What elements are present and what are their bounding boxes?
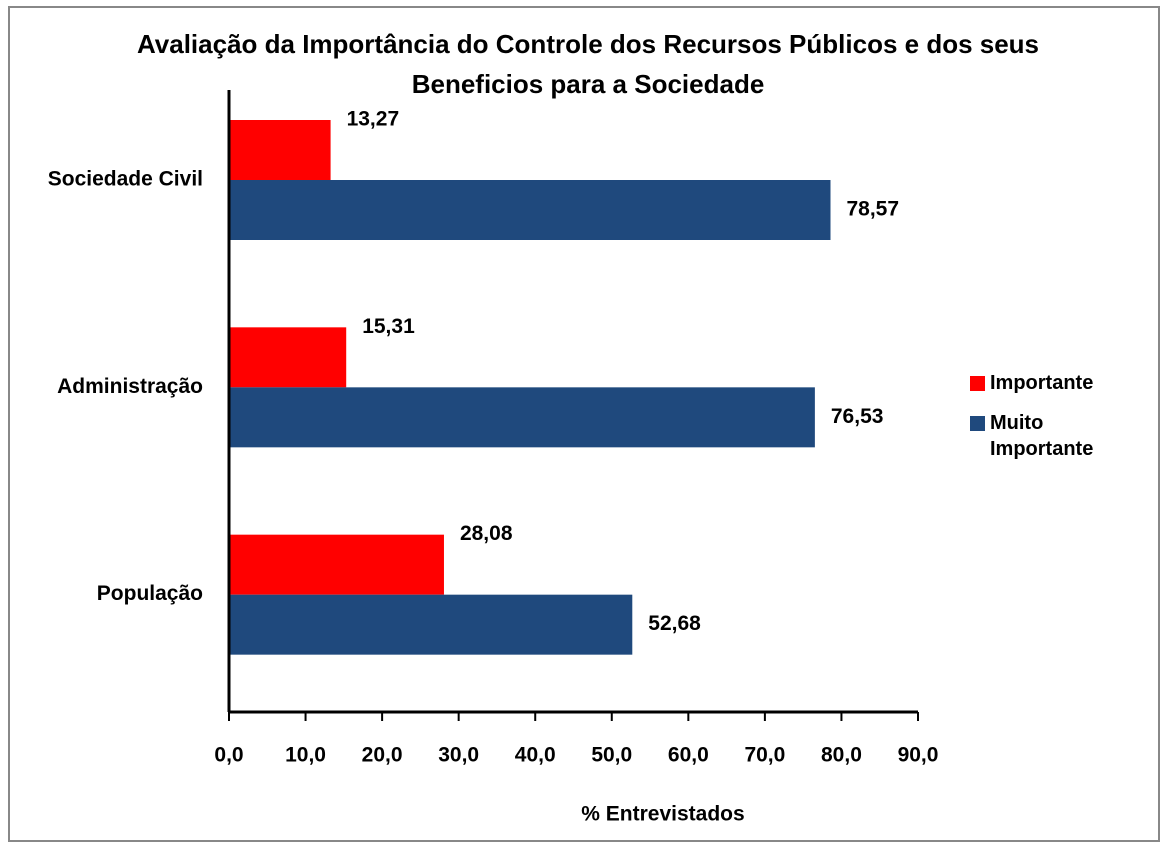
data-label: 78,57 — [846, 198, 899, 221]
y-tick-label: Administração — [57, 375, 203, 398]
bar — [229, 534, 444, 595]
legend-swatch — [970, 416, 985, 431]
bar — [229, 180, 831, 240]
data-label: 15,31 — [362, 315, 415, 338]
chart-title: Avaliação da Importância do Controle dos… — [136, 29, 1040, 99]
y-tick-label: População — [97, 582, 203, 605]
data-label: 76,53 — [831, 405, 884, 428]
data-label: 13,27 — [347, 108, 400, 131]
x-tick-label: 90,0 — [898, 744, 939, 767]
x-tick-label: 10,0 — [285, 744, 326, 767]
legend-item: Importante — [970, 370, 1130, 396]
legend-swatch — [970, 376, 985, 391]
x-tick-label: 0,0 — [214, 744, 243, 767]
data-label: 52,68 — [648, 612, 701, 635]
legend-label: Muito Importante — [990, 412, 1094, 460]
x-tick-label: 60,0 — [668, 744, 709, 767]
x-tick-label: 50,0 — [591, 744, 632, 767]
x-tick-label: 30,0 — [438, 744, 479, 767]
x-axis-label: % Entrevistados — [581, 803, 744, 826]
y-tick-label: Sociedade Civil — [48, 168, 203, 191]
x-tick-label: 40,0 — [515, 744, 556, 767]
bar — [229, 327, 347, 388]
bar — [229, 594, 633, 655]
legend: Importante Muito Importante — [970, 370, 1130, 476]
x-tick-label: 70,0 — [744, 744, 785, 767]
data-label: 28,08 — [460, 522, 513, 545]
x-tick-label: 80,0 — [821, 744, 862, 767]
bar — [229, 120, 331, 180]
bar — [229, 387, 815, 448]
x-tick-label: 20,0 — [362, 744, 403, 767]
legend-label: Importante — [990, 372, 1094, 394]
legend-item: Muito Importante — [970, 410, 1130, 462]
chart-border — [8, 6, 1160, 842]
